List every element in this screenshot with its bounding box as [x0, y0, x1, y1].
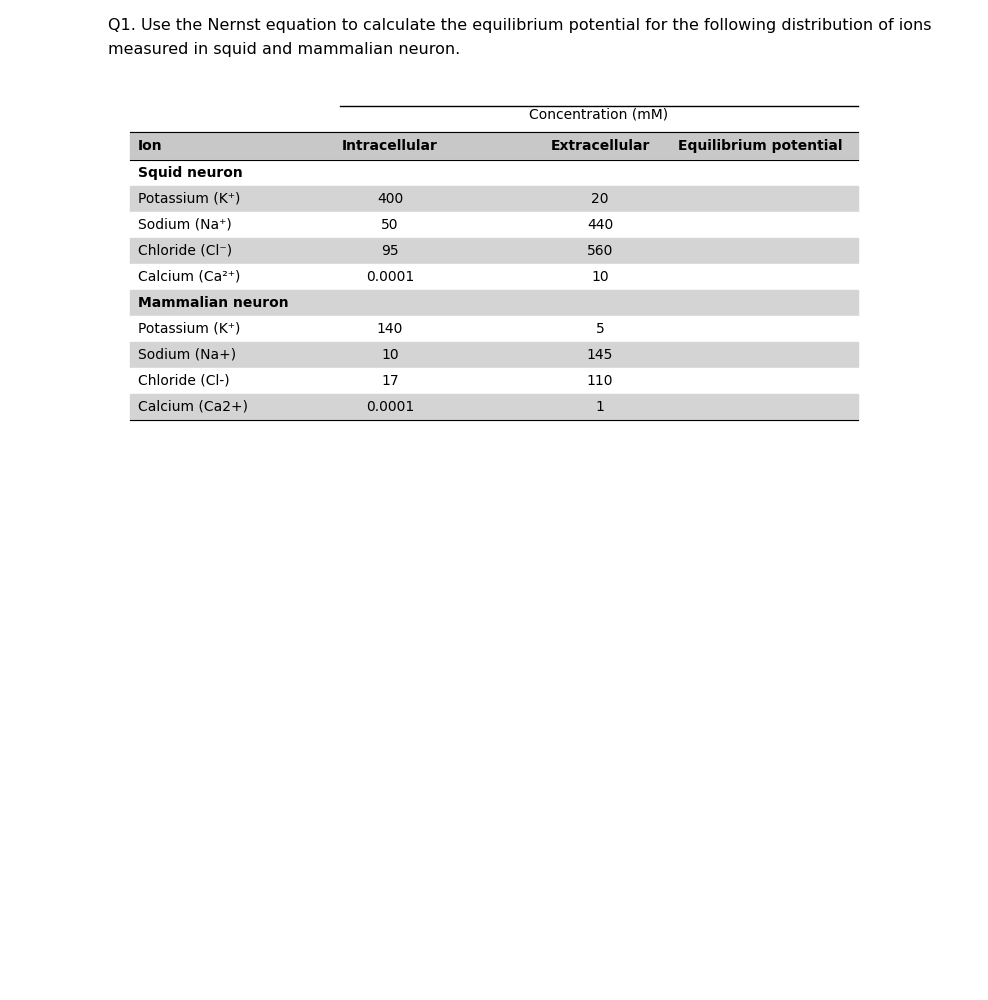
- Text: Calcium (Ca2+): Calcium (Ca2+): [138, 400, 248, 414]
- Text: 110: 110: [587, 374, 614, 388]
- Text: Potassium (K⁺): Potassium (K⁺): [138, 322, 240, 336]
- Text: 145: 145: [587, 348, 614, 362]
- Text: Ion: Ion: [138, 139, 163, 153]
- Text: 0.0001: 0.0001: [366, 270, 414, 284]
- Text: 140: 140: [376, 322, 403, 336]
- Text: Sodium (Na+): Sodium (Na+): [138, 348, 236, 362]
- Text: Equilibrium potential: Equilibrium potential: [678, 139, 842, 153]
- Bar: [130, 132, 858, 160]
- Bar: [130, 368, 858, 394]
- Text: Calcium (Ca²⁺): Calcium (Ca²⁺): [138, 270, 240, 284]
- Text: Q1. Use the Nernst equation to calculate the equilibrium potential for the follo: Q1. Use the Nernst equation to calculate…: [108, 18, 932, 33]
- Text: 5: 5: [596, 322, 605, 336]
- Bar: [130, 290, 858, 316]
- Text: Chloride (Cl⁻): Chloride (Cl⁻): [138, 244, 232, 258]
- Text: 50: 50: [381, 218, 399, 232]
- Bar: [130, 238, 858, 264]
- Text: 0.0001: 0.0001: [366, 400, 414, 414]
- Text: 10: 10: [591, 270, 609, 284]
- Text: 10: 10: [381, 348, 399, 362]
- Bar: [130, 342, 858, 368]
- Text: Squid neuron: Squid neuron: [138, 166, 243, 180]
- Text: 560: 560: [587, 244, 614, 258]
- Bar: [130, 316, 858, 342]
- Text: measured in squid and mammalian neuron.: measured in squid and mammalian neuron.: [108, 42, 460, 57]
- Bar: [130, 264, 858, 290]
- Text: Extracellular: Extracellular: [550, 139, 650, 153]
- Text: 1: 1: [596, 400, 605, 414]
- Text: Mammalian neuron: Mammalian neuron: [138, 296, 288, 310]
- Text: Concentration (mM): Concentration (mM): [530, 108, 669, 122]
- Text: 440: 440: [587, 218, 614, 232]
- Bar: [130, 212, 858, 238]
- Text: Chloride (Cl-): Chloride (Cl-): [138, 374, 229, 388]
- Text: Potassium (K⁺): Potassium (K⁺): [138, 192, 240, 206]
- Bar: [130, 186, 858, 212]
- Text: 17: 17: [381, 374, 399, 388]
- Bar: [130, 394, 858, 420]
- Bar: [130, 160, 858, 186]
- Text: Sodium (Na⁺): Sodium (Na⁺): [138, 218, 232, 232]
- Text: 20: 20: [591, 192, 609, 206]
- Text: Intracellular: Intracellular: [342, 139, 438, 153]
- Text: 95: 95: [381, 244, 399, 258]
- Text: 400: 400: [376, 192, 403, 206]
